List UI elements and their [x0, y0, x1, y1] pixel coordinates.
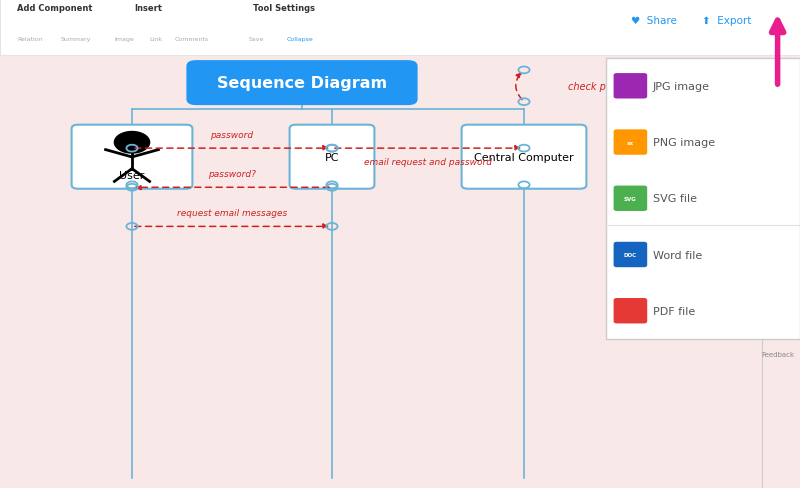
- Text: Summary: Summary: [61, 37, 91, 41]
- Text: Relation: Relation: [18, 37, 43, 41]
- Text: xx: xx: [627, 140, 634, 145]
- FancyBboxPatch shape: [462, 125, 586, 189]
- Text: Tool Settings: Tool Settings: [253, 4, 315, 13]
- FancyBboxPatch shape: [614, 242, 647, 267]
- Text: Feedback: Feedback: [761, 351, 794, 357]
- FancyBboxPatch shape: [186, 61, 418, 106]
- Text: User: User: [119, 171, 145, 181]
- FancyBboxPatch shape: [0, 0, 800, 56]
- Text: request email messages: request email messages: [177, 209, 287, 218]
- Circle shape: [114, 132, 150, 154]
- Text: JPG image: JPG image: [653, 81, 710, 92]
- Text: Word file: Word file: [653, 250, 702, 260]
- Text: PDF file: PDF file: [653, 306, 695, 316]
- Text: password?: password?: [208, 170, 256, 179]
- Text: Add Component: Add Component: [17, 4, 92, 13]
- FancyBboxPatch shape: [614, 298, 647, 324]
- Text: PC: PC: [325, 152, 339, 163]
- Text: Save: Save: [248, 37, 264, 41]
- Text: SVG file: SVG file: [653, 194, 697, 204]
- FancyArrowPatch shape: [516, 74, 522, 101]
- Text: check password: check password: [568, 81, 646, 92]
- Text: Central Computer: Central Computer: [474, 152, 574, 163]
- Text: Image: Image: [114, 37, 134, 41]
- Text: Link: Link: [150, 37, 162, 41]
- FancyBboxPatch shape: [614, 74, 647, 100]
- FancyBboxPatch shape: [606, 59, 800, 339]
- Text: SVG: SVG: [624, 196, 637, 202]
- FancyBboxPatch shape: [614, 130, 647, 155]
- Text: Insert: Insert: [134, 4, 162, 13]
- Text: Collapse: Collapse: [286, 37, 314, 41]
- Text: History: History: [765, 302, 790, 308]
- Text: Comments: Comments: [175, 37, 209, 41]
- Text: password: password: [210, 131, 254, 140]
- Text: Icon: Icon: [770, 209, 785, 215]
- FancyBboxPatch shape: [290, 125, 374, 189]
- Text: PNG image: PNG image: [653, 138, 715, 148]
- Text: ♥  Share: ♥ Share: [631, 16, 678, 25]
- Text: DOC: DOC: [624, 252, 637, 258]
- Text: Outline: Outline: [765, 256, 790, 262]
- Text: ⬆  Export: ⬆ Export: [702, 16, 751, 25]
- FancyBboxPatch shape: [614, 186, 647, 212]
- FancyBboxPatch shape: [72, 125, 193, 189]
- Text: email request and password: email request and password: [364, 158, 492, 167]
- Text: Sequence Diagram: Sequence Diagram: [217, 76, 387, 91]
